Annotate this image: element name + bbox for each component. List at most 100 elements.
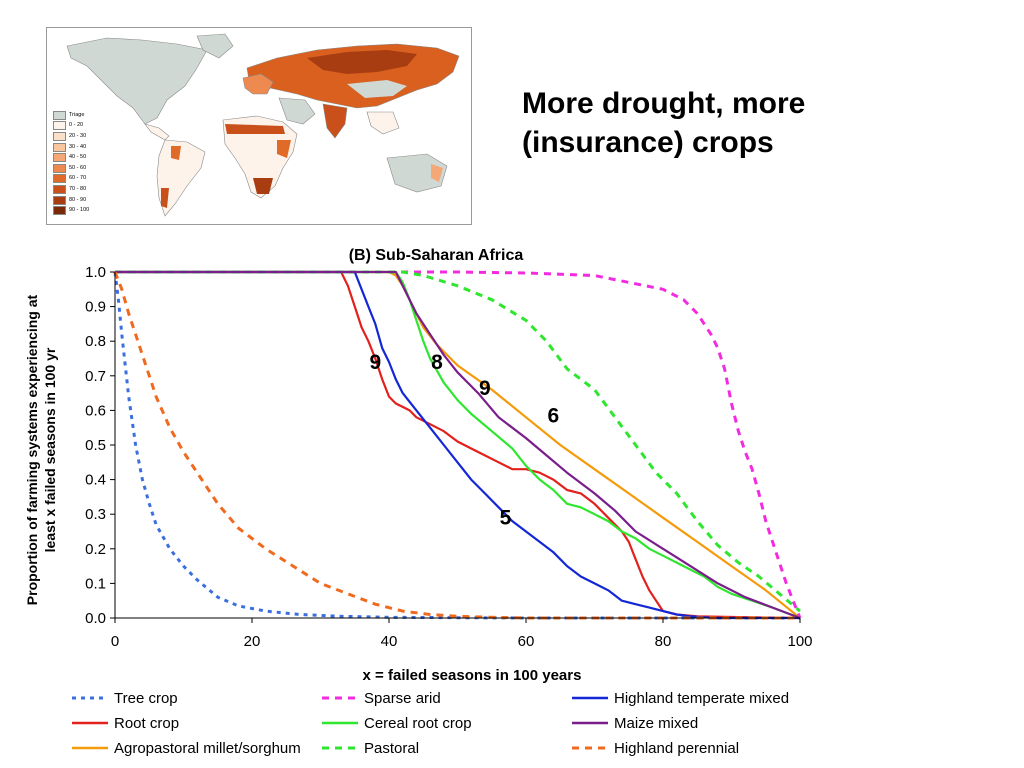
chart-legend: Tree crop Sparse arid Highland temperate m…	[70, 688, 1000, 758]
y-tick-label: 0.3	[85, 506, 106, 523]
map-legend-row: 60 - 70	[53, 174, 95, 185]
map-legend-label: 60 - 70	[69, 175, 87, 182]
annotation-label: 5	[500, 507, 512, 530]
y-tick-label: 0.9	[85, 299, 106, 316]
slide-title: More drought, more (insurance) crops	[522, 84, 992, 162]
map-legend-label: 70 - 80	[69, 185, 87, 192]
series-line-maize-mixed	[115, 270, 801, 620]
map-africa	[222, 115, 298, 199]
map-south-america-south	[161, 188, 169, 208]
legend-swatch	[322, 696, 358, 700]
series-line-sparse-arid	[115, 270, 802, 619]
series-line-root-crop	[115, 270, 801, 620]
y-tick-label: 0.2	[85, 541, 106, 558]
x-tick-label: 40	[381, 633, 398, 650]
legend-swatch	[572, 696, 608, 700]
legend-item: Root crop	[70, 713, 320, 733]
legend-swatch	[572, 721, 608, 725]
annotation-label: 9	[369, 351, 381, 374]
map-legend-row: 40 - 50	[53, 152, 95, 163]
map-legend-label: Triage	[69, 111, 85, 118]
map-central-america	[144, 123, 170, 141]
map-legend-swatch	[53, 153, 66, 163]
map-india	[322, 103, 348, 139]
y-tick-label: 0.4	[85, 472, 106, 489]
legend-label: Cereal root crop	[364, 714, 472, 732]
slide-title-line-1: More drought, more	[522, 87, 806, 120]
annotation-label: 6	[548, 405, 560, 428]
map-legend-label: 0 - 20	[69, 122, 84, 129]
map-legend-swatch	[53, 184, 66, 194]
series-line-tree-crop	[113, 271, 800, 620]
series-line-agropastoral-millet-sorghum	[115, 270, 801, 619]
y-tick-label: 0.1	[85, 575, 106, 592]
map-south-america-dry	[171, 146, 181, 160]
x-tick-label: 80	[655, 633, 672, 650]
map-legend-swatch	[53, 206, 66, 216]
map-legend-swatch	[53, 131, 66, 141]
y-tick-label: 0.5	[85, 437, 106, 454]
x-tick-label: 60	[518, 633, 535, 650]
legend-swatch	[72, 721, 108, 725]
map-legend-swatch	[53, 163, 66, 173]
map-sahel	[225, 124, 285, 134]
slide-title-line-2: (insurance) crops	[522, 126, 774, 159]
legend-label: Tree crop	[114, 689, 178, 707]
legend-item: Maize mixed	[570, 713, 820, 733]
legend-item: Highland perennial	[570, 738, 820, 758]
map-legend-label: 90 - 100	[69, 207, 90, 214]
x-tick-label: 20	[244, 633, 261, 650]
y-axis-title-line-1: Proportion of farming systems experienci…	[24, 294, 40, 605]
chart-title: (B) Sub-Saharan Africa	[349, 247, 524, 264]
y-tick-label: 0.7	[85, 368, 106, 385]
y-tick-label: 0.6	[85, 402, 106, 419]
map-legend: Triage 0 - 20 20 - 30 30 - 40 40 - 50 50 - 60…	[53, 110, 95, 216]
legend-item: Cereal root crop	[320, 713, 570, 733]
series-line-cereal-root-crop	[115, 270, 801, 620]
legend-item: Agropastoral millet/sorghum	[70, 738, 320, 758]
map-legend-label: 80 - 90	[69, 196, 87, 203]
legend-label: Root crop	[114, 714, 180, 732]
world-map-image	[66, 33, 460, 217]
legend-label: Maize mixed	[614, 714, 699, 732]
map-legend-row: Triage	[53, 110, 95, 121]
map-legend-swatch	[53, 195, 66, 205]
legend-item: Tree crop	[70, 688, 320, 708]
y-tick-label: 1.0	[85, 264, 106, 281]
map-legend-row: 30 - 40	[53, 142, 95, 153]
map-middle-east	[278, 97, 316, 125]
series-line-highland-temperate-mixed	[115, 270, 800, 620]
map-eurasia-light	[347, 80, 407, 98]
map-europe	[242, 73, 274, 95]
legend-label: Sparse arid	[364, 689, 441, 707]
map-legend-label: 20 - 30	[69, 132, 87, 139]
map-greenland	[196, 33, 234, 59]
map-southern-africa	[253, 178, 273, 194]
legend-item: Sparse arid	[320, 688, 570, 708]
map-legend-row: 90 - 100	[53, 205, 95, 216]
map-legend-label: 30 - 40	[69, 143, 87, 150]
map-legend-row: 80 - 90	[53, 195, 95, 206]
x-tick-label: 100	[787, 633, 812, 650]
x-axis-title: x = failed seasons in 100 years	[363, 667, 582, 684]
map-legend-swatch	[53, 174, 66, 184]
map-south-america	[156, 139, 206, 217]
legend-item: Pastoral	[320, 738, 570, 758]
y-axis-title-line-2: least x failed seasons in 100 yr	[42, 347, 58, 552]
map-legend-label: 40 - 50	[69, 154, 87, 161]
plot-lines	[113, 270, 802, 620]
map-north-america	[66, 37, 208, 125]
map-southeast-asia	[366, 111, 400, 135]
failed-seasons-chart: 0.0 0.1 0.2 0.3 0.4 0.5 0.6 0.7 0.8 0.9 1.0 0 20 40 60…	[24, 247, 813, 684]
legend-label: Highland perennial	[614, 739, 740, 757]
legend-swatch	[572, 746, 608, 750]
map-australia-east	[431, 164, 443, 182]
map-legend-row: 50 - 60	[53, 163, 95, 174]
y-tick-label: 0.0	[85, 610, 106, 627]
map-australia	[386, 153, 448, 193]
x-tick-label: 0	[111, 633, 119, 650]
legend-swatch	[72, 746, 108, 750]
map-legend-row: 20 - 30	[53, 131, 95, 142]
annotation-label: 9	[479, 377, 491, 400]
annotation-label: 8	[431, 351, 443, 374]
